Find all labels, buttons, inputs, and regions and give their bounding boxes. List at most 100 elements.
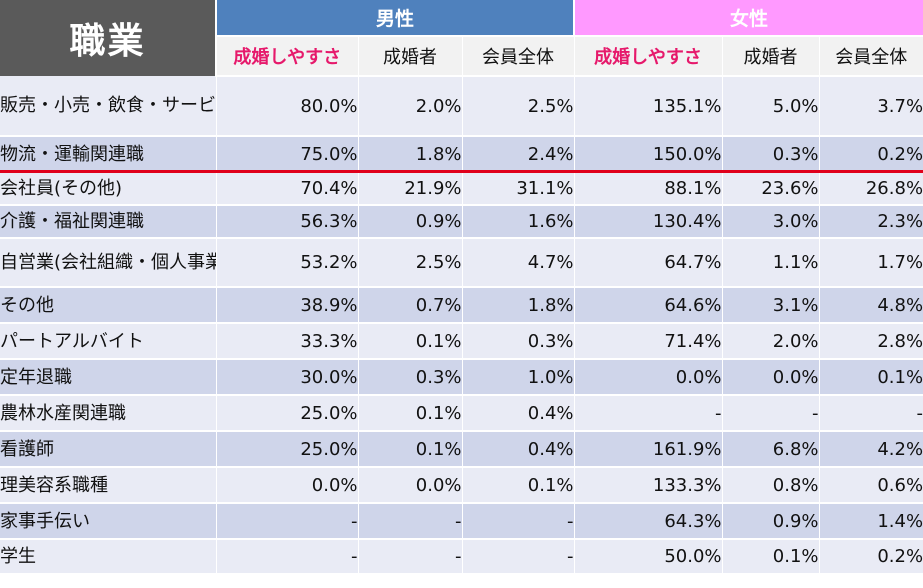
- female-marriage-ease-cell: 133.3%: [573, 467, 723, 504]
- female-married-cell: 0.9%: [721, 503, 820, 540]
- male-all-members-cell: 1.8%: [461, 287, 575, 324]
- occupation-label: 販売・小売・飲食・サービス系職種: [0, 76, 216, 137]
- female-all-members-cell: 0.6%: [818, 467, 923, 504]
- male-group-header: 男性: [216, 0, 576, 36]
- male-marriage-ease-cell: -: [215, 539, 358, 575]
- occupation-label: 学生: [0, 539, 216, 575]
- male-married-cell: 0.0%: [357, 467, 462, 504]
- female-marriage-ease-cell: 71.4%: [573, 323, 723, 360]
- male-married-header: 成婚者: [357, 35, 462, 77]
- occupation-label: 看護師: [0, 431, 216, 468]
- male-all-members-cell: 31.1%: [461, 172, 575, 206]
- male-marriage-ease-cell: 70.4%: [215, 172, 358, 206]
- occupation-marriage-table: 職業 男性 女性 成婚しやすさ 成婚者 会員全体 成婚しやすさ 成婚者 会員全体…: [0, 0, 923, 575]
- male-marriage-ease-cell: 25.0%: [215, 395, 358, 432]
- female-all-members-header: 会員全体: [818, 35, 923, 77]
- female-married-header: 成婚者: [721, 35, 820, 77]
- table-row: 家事手伝い - - -64.3% 0.9% 1.4%: [0, 503, 923, 540]
- male-marriage-ease-cell: 75.0%: [215, 136, 358, 173]
- male-all-members-header: 会員全体: [461, 35, 575, 77]
- female-marriage-ease-cell: -: [573, 395, 723, 432]
- table-row: 農林水産関連職 25.0% 0.1% 0.4% - - -: [0, 395, 923, 432]
- female-marriage-ease-header: 成婚しやすさ: [573, 35, 723, 77]
- female-all-members-cell: 0.2%: [818, 136, 923, 173]
- occupation-label: 自営業(会社組織・個人事業): [0, 238, 216, 288]
- occupation-label: 物流・運輸関連職: [0, 136, 216, 173]
- male-married-cell: 1.8%: [357, 136, 462, 173]
- female-marriage-ease-cell: 130.4%: [573, 205, 723, 239]
- female-group-header: 女性: [574, 0, 923, 36]
- table-row: 学生 - - -50.0% 0.1% 0.2%: [0, 539, 923, 575]
- female-all-members-cell: 1.4%: [818, 503, 923, 540]
- male-marriage-ease-cell: 38.9%: [215, 287, 358, 324]
- female-all-members-cell: 2.3%: [818, 205, 923, 239]
- male-all-members-cell: 0.3%: [461, 323, 575, 360]
- female-married-cell: 1.1%: [721, 238, 820, 288]
- table-row: パートアルバイト 33.3% 0.1% 0.3% 71.4% 2.0% 2.8%: [0, 323, 923, 360]
- table-row: 介護・福祉関連職 56.3% 0.9% 1.6% 130.4% 3.0% 2.3%: [0, 205, 923, 239]
- occupation-label: 家事手伝い: [0, 503, 216, 540]
- female-married-cell: -: [721, 395, 820, 432]
- male-all-members-cell: 2.4%: [461, 136, 575, 173]
- table-row: 自営業(会社組織・個人事業) 53.2% 2.5% 4.7% 64.7% 1.1% 1.7%: [0, 238, 923, 288]
- occupation-label: 理美容系職種: [0, 467, 216, 504]
- male-all-members-cell: 1.0%: [461, 359, 575, 396]
- male-married-cell: 0.1%: [357, 431, 462, 468]
- male-marriage-ease-cell: 56.3%: [215, 205, 358, 239]
- male-marriage-ease-cell: 80.0%: [215, 76, 358, 137]
- female-all-members-cell: 4.2%: [818, 431, 923, 468]
- male-married-cell: -: [357, 539, 462, 575]
- female-marriage-ease-cell: 0.0%: [573, 359, 723, 396]
- male-married-cell: 0.1%: [357, 395, 462, 432]
- male-marriage-ease-header: 成婚しやすさ: [215, 35, 358, 77]
- male-married-cell: 0.7%: [357, 287, 462, 324]
- female-marriage-ease-cell: 50.0%: [573, 539, 723, 575]
- male-married-cell: 0.3%: [357, 359, 462, 396]
- male-all-members-cell: 0.1%: [461, 467, 575, 504]
- male-all-members-cell: 2.5%: [461, 76, 575, 137]
- male-married-cell: -: [357, 503, 462, 540]
- female-all-members-cell: 2.8%: [818, 323, 923, 360]
- table-body: 販売・小売・飲食・サービス系職種80.0%2.0%2.5%135.1%5.0%3…: [0, 76, 923, 575]
- female-marriage-ease-cell: 64.6%: [573, 287, 723, 324]
- male-all-members-cell: 0.4%: [461, 431, 575, 468]
- female-married-cell: 3.1%: [721, 287, 820, 324]
- female-married-cell: 6.8%: [721, 431, 820, 468]
- occupation-label: 会社員(その他): [0, 172, 216, 206]
- table-row: 販売・小売・飲食・サービス系職種80.0%2.0%2.5%135.1%5.0%3…: [0, 76, 923, 137]
- female-married-cell: 0.3%: [721, 136, 820, 173]
- highlight-underline: [0, 170, 923, 173]
- female-marriage-ease-cell: 161.9%: [573, 431, 723, 468]
- female-all-members-cell: 3.7%: [818, 76, 923, 137]
- female-marriage-ease-cell: 64.7%: [573, 238, 723, 288]
- female-all-members-cell: 0.1%: [818, 359, 923, 396]
- male-all-members-cell: -: [461, 539, 575, 575]
- male-all-members-cell: 4.7%: [461, 238, 575, 288]
- occupation-label: その他: [0, 287, 216, 324]
- female-all-members-cell: 26.8%: [818, 172, 923, 206]
- female-married-cell: 5.0%: [721, 76, 820, 137]
- male-married-cell: 2.0%: [357, 76, 462, 137]
- occupation-header: 職業: [0, 0, 217, 76]
- female-all-members-cell: 1.7%: [818, 238, 923, 288]
- occupation-label: 定年退職: [0, 359, 216, 396]
- table-row: 会社員(その他) 70.4% 21.9% 31.1% 88.1% 23.6% 26.8%: [0, 172, 923, 206]
- male-marriage-ease-cell: 0.0%: [215, 467, 358, 504]
- male-married-cell: 21.9%: [357, 172, 462, 206]
- occupation-label: 介護・福祉関連職: [0, 205, 216, 239]
- male-all-members-cell: 1.6%: [461, 205, 575, 239]
- female-marriage-ease-cell: 88.1%: [573, 172, 723, 206]
- female-married-cell: 3.0%: [721, 205, 820, 239]
- female-all-members-cell: 0.2%: [818, 539, 923, 575]
- table-row: その他 38.9% 0.7% 1.8% 64.6% 3.1% 4.8%: [0, 287, 923, 324]
- male-marriage-ease-cell: 30.0%: [215, 359, 358, 396]
- female-marriage-ease-cell: 64.3%: [573, 503, 723, 540]
- female-marriage-ease-cell: 135.1%: [573, 76, 723, 137]
- female-married-cell: 0.8%: [721, 467, 820, 504]
- male-marriage-ease-cell: 53.2%: [215, 238, 358, 288]
- female-married-cell: 23.6%: [721, 172, 820, 206]
- table-row: 看護師 25.0% 0.1% 0.4% 161.9% 6.8% 4.2%: [0, 431, 923, 468]
- male-all-members-cell: -: [461, 503, 575, 540]
- female-married-cell: 0.0%: [721, 359, 820, 396]
- female-all-members-cell: -: [818, 395, 923, 432]
